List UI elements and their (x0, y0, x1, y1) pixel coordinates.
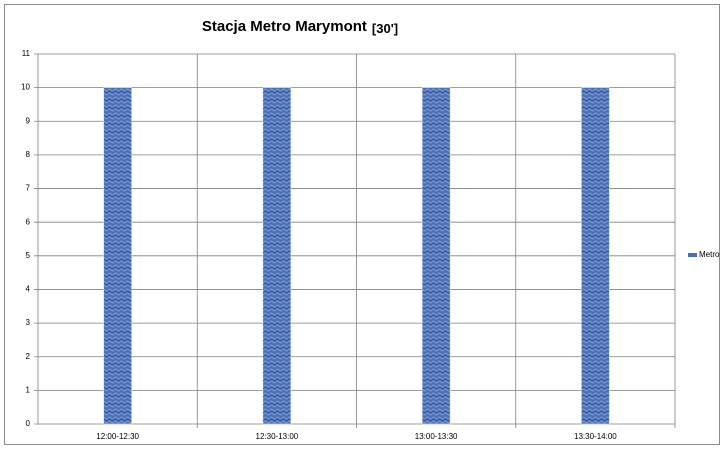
bar (103, 87, 132, 425)
x-tick-label: 13:00-13:30 (415, 432, 458, 441)
y-tick-label: 0 (26, 419, 31, 428)
legend-label: Metro (699, 250, 720, 259)
y-tick-label: 1 (26, 385, 31, 394)
title-main: Stacja Metro Marymont (202, 18, 367, 35)
y-tick-label: 10 (21, 83, 30, 92)
y-tick-label: 3 (26, 318, 31, 327)
title-suffix: [30'] (372, 21, 398, 36)
y-tick-label: 6 (26, 217, 31, 226)
y-tick-label: 7 (26, 184, 31, 193)
y-tick-label: 2 (26, 352, 31, 361)
bar (581, 87, 610, 425)
x-tick-label: 12:00-12:30 (96, 432, 139, 441)
x-tick-label: 12:30-13:00 (256, 432, 299, 441)
y-tick-label: 5 (26, 251, 31, 260)
chart-title: Stacja Metro Marymont [30'] (202, 18, 398, 36)
y-tick-label: 11 (22, 49, 31, 58)
bar (262, 87, 292, 425)
y-tick-label: 9 (26, 116, 31, 125)
y-tick-label: 8 (26, 150, 31, 159)
y-tick-label: 4 (26, 285, 31, 294)
legend-swatch (688, 253, 697, 257)
bar (421, 87, 451, 425)
x-tick-label: 13:30-14:00 (574, 432, 617, 441)
